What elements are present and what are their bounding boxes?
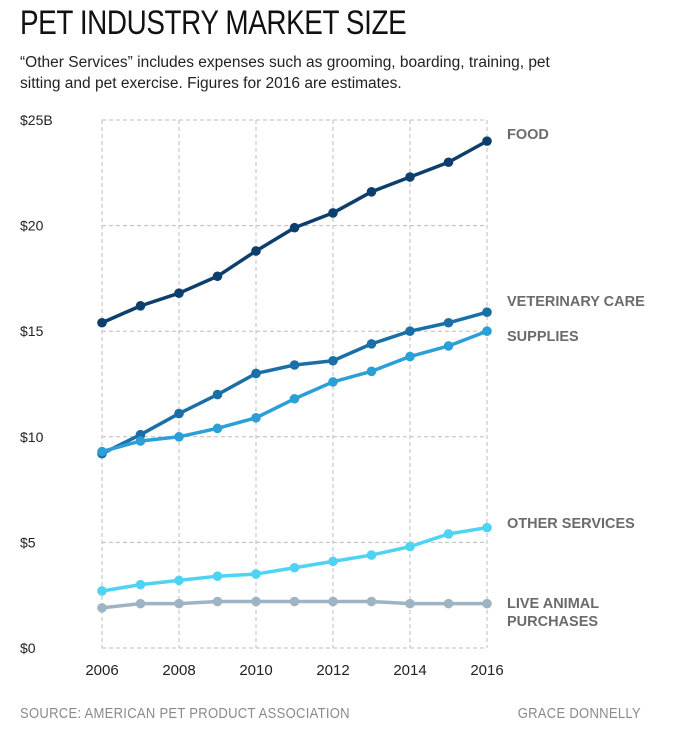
x-tick-label: 2006 [85,662,118,679]
source-note: SOURCE: AMERICAN PET PRODUCT ASSOCIATION [20,706,350,722]
x-tick-label: 2008 [162,662,195,679]
y-tick-label: $15 [20,323,44,339]
data-point [135,579,146,590]
data-point [443,529,454,539]
data-point [174,598,184,609]
data-point [289,222,300,233]
y-tick-label: $5 [20,534,36,550]
data-point [251,596,261,607]
data-point [366,596,377,607]
data-point [97,446,107,457]
chart-subtitle: “Other Services” includes expenses such … [20,54,550,92]
data-point [174,408,184,419]
series-label: LIVE ANIMAL PURCHASES [507,596,599,630]
data-point [405,598,415,609]
data-point [174,432,184,442]
data-point [289,562,300,573]
data-point [328,377,338,387]
data-point [443,598,454,609]
data-point [405,541,415,552]
data-point [443,317,454,328]
series-label: FOOD [507,127,549,143]
x-tick-label: 2016 [470,662,503,679]
data-point [366,339,377,349]
data-point [328,208,338,218]
x-tick-label: 2012 [316,662,349,679]
series-label: OTHER SERVICES [507,516,635,532]
x-tick-label: 2010 [239,662,272,679]
data-point [482,598,492,609]
x-tick-label: 2014 [393,662,426,679]
y-tick-label: $20 [20,218,44,234]
data-point [366,550,377,560]
data-point [289,393,300,404]
data-point [251,246,261,256]
y-tick-label: $25B [20,112,53,128]
series-label: VETERINARY CARE [507,294,645,310]
line-chart: $0 $5 $10 $15 $20 $25B 2006 2008 2010 2012 2014 201… [20,112,645,679]
series-label: SUPPLIES [507,329,579,345]
chart-title: PET INDUSTRY MARKET SIZE [20,4,407,42]
data-point [328,556,338,567]
data-point [328,596,338,607]
data-point [212,423,223,434]
data-point [289,360,300,370]
data-point [482,522,492,533]
data-point [135,301,146,311]
y-tick-label: $0 [20,640,36,656]
y-tick-label: $10 [20,429,44,445]
data-point [328,355,338,366]
data-point [97,603,107,613]
data-point [212,271,223,282]
data-point [443,157,454,168]
data-point [174,288,184,298]
data-point [482,136,492,146]
data-point [97,586,107,596]
series-line [100,525,489,593]
data-point [251,569,261,579]
data-point [482,307,492,317]
data-point [366,366,377,377]
series-line [100,329,489,454]
data-point [443,341,454,351]
data-point [97,317,107,328]
data-point [251,412,261,423]
author-credit: GRACE DONNELLY [517,706,641,722]
data-point [212,596,223,607]
data-point [135,436,146,446]
data-point [366,187,377,197]
data-point [135,598,146,609]
data-point [174,575,184,586]
data-point [251,368,261,379]
series-line [100,310,489,456]
data-point [482,326,492,337]
data-point [289,596,300,607]
data-point [405,351,415,362]
data-point [212,389,223,400]
data-point [405,326,415,337]
data-point [405,172,415,182]
data-point [212,571,223,581]
